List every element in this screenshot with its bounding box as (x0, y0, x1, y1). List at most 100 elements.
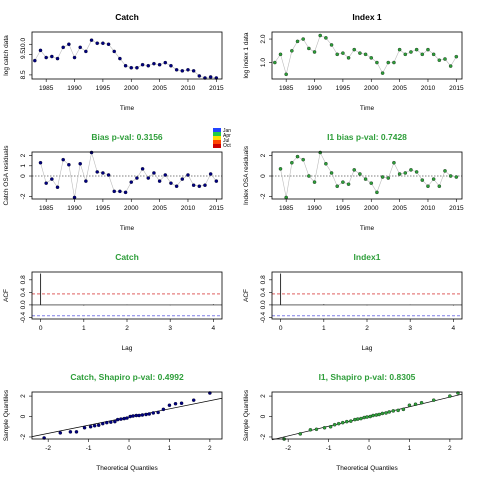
y-tick-label: 0.8 (20, 275, 27, 284)
y-tick-label: 0.8 (260, 275, 267, 284)
data-point (431, 177, 436, 181)
data-point (74, 430, 79, 434)
data-point (409, 168, 413, 172)
data-point (82, 426, 87, 430)
data-point (191, 69, 196, 73)
x-tick-label: 1985 (39, 85, 54, 92)
data-point (61, 157, 65, 162)
x-tick-label: 2000 (364, 205, 379, 212)
data-point (284, 195, 288, 200)
y-tick-label: -2 (260, 193, 267, 199)
data-point (403, 171, 408, 175)
data-point (295, 39, 300, 44)
data-point (420, 52, 425, 57)
data-point (290, 160, 294, 165)
data-point (163, 60, 168, 65)
y-tick-label: -2 (260, 434, 267, 440)
y-tick-label: 0.0 (20, 300, 27, 309)
plot-frame (271, 391, 463, 440)
data-point (208, 75, 213, 79)
data-point (362, 415, 366, 420)
data-point (340, 420, 345, 425)
data-point (100, 421, 105, 426)
x-axis-label: Theoretical Quantiles (336, 465, 398, 472)
data-point (197, 184, 202, 188)
series-line (40, 152, 217, 198)
data-point (443, 57, 447, 61)
data-point (95, 170, 99, 174)
data-point (322, 426, 327, 430)
data-point (50, 54, 54, 59)
data-point (169, 181, 173, 185)
data-point (67, 42, 71, 47)
y-axis-label: ACF (243, 289, 250, 302)
y-tick-label: 2 (260, 153, 267, 157)
panel-title: I1, Shapiro p-val: 0.8305 (319, 372, 416, 382)
data-point (401, 407, 406, 412)
data-point (146, 176, 151, 180)
data-point (174, 68, 179, 72)
data-point (109, 420, 113, 424)
x-tick-label: -1 (86, 445, 92, 452)
y-tick-label: -0.4 (20, 311, 27, 323)
y-tick-label: 8.5 (20, 70, 27, 79)
data-point (152, 61, 156, 66)
data-point (197, 74, 202, 78)
data-point (346, 182, 351, 186)
x-axis-label: Theoretical Quantiles (96, 465, 158, 472)
data-point (61, 45, 65, 50)
data-point (113, 419, 117, 424)
data-point (397, 172, 402, 176)
data-point (352, 168, 356, 172)
data-point (112, 189, 116, 194)
x-axis-label: Time (360, 105, 375, 112)
data-point (358, 51, 362, 55)
panel-catch_qq: Catch, Shapiro p-val: 0.4992 Theoretical … (3, 372, 223, 472)
data-point (55, 56, 60, 61)
data-point (137, 413, 141, 418)
data-point (329, 43, 334, 47)
data-point (278, 167, 283, 171)
data-point (78, 45, 82, 50)
x-tick-label: 1985 (279, 205, 294, 212)
data-point (426, 184, 430, 188)
data-point (335, 184, 339, 188)
x-tick-label: 2015 (209, 85, 224, 92)
data-point (284, 72, 288, 77)
x-axis-label: Time (120, 225, 135, 232)
data-point (295, 154, 300, 159)
x-tick-label: 0 (39, 325, 43, 332)
y-tick-label: 10.0 (20, 38, 27, 51)
data-point (101, 41, 105, 45)
data-point (128, 414, 132, 419)
data-point (392, 160, 396, 165)
data-point (140, 167, 145, 171)
data-point (324, 161, 328, 166)
y-tick-label: 1 (20, 164, 27, 168)
data-point (437, 184, 442, 188)
data-point (377, 412, 381, 417)
panel-title: I1 bias p-val: 0.7428 (327, 132, 407, 142)
data-point (437, 58, 442, 62)
y-axis-label: ACF (3, 289, 10, 302)
data-point (371, 413, 375, 418)
panel-title: Catch, Shapiro p-val: 0.4992 (70, 372, 184, 382)
x-tick-label: 2000 (364, 85, 379, 92)
data-point (392, 60, 396, 65)
legend-label: Jan (223, 128, 231, 134)
data-point (387, 410, 391, 414)
y-axis-label: log index 1 data (243, 32, 250, 78)
data-point (115, 417, 120, 422)
data-point (335, 52, 339, 57)
data-point (346, 56, 351, 60)
y-tick-label: 1.0 (260, 58, 267, 67)
x-tick-label: 2015 (209, 205, 224, 212)
x-tick-label: 4 (212, 325, 216, 332)
plot-frame (31, 31, 223, 80)
data-point (67, 163, 71, 167)
x-tick-label: 2 (365, 325, 369, 332)
x-tick-label: 1990 (307, 205, 322, 212)
x-axis-label: Lag (122, 345, 133, 352)
x-tick-label: 2005 (152, 205, 167, 212)
